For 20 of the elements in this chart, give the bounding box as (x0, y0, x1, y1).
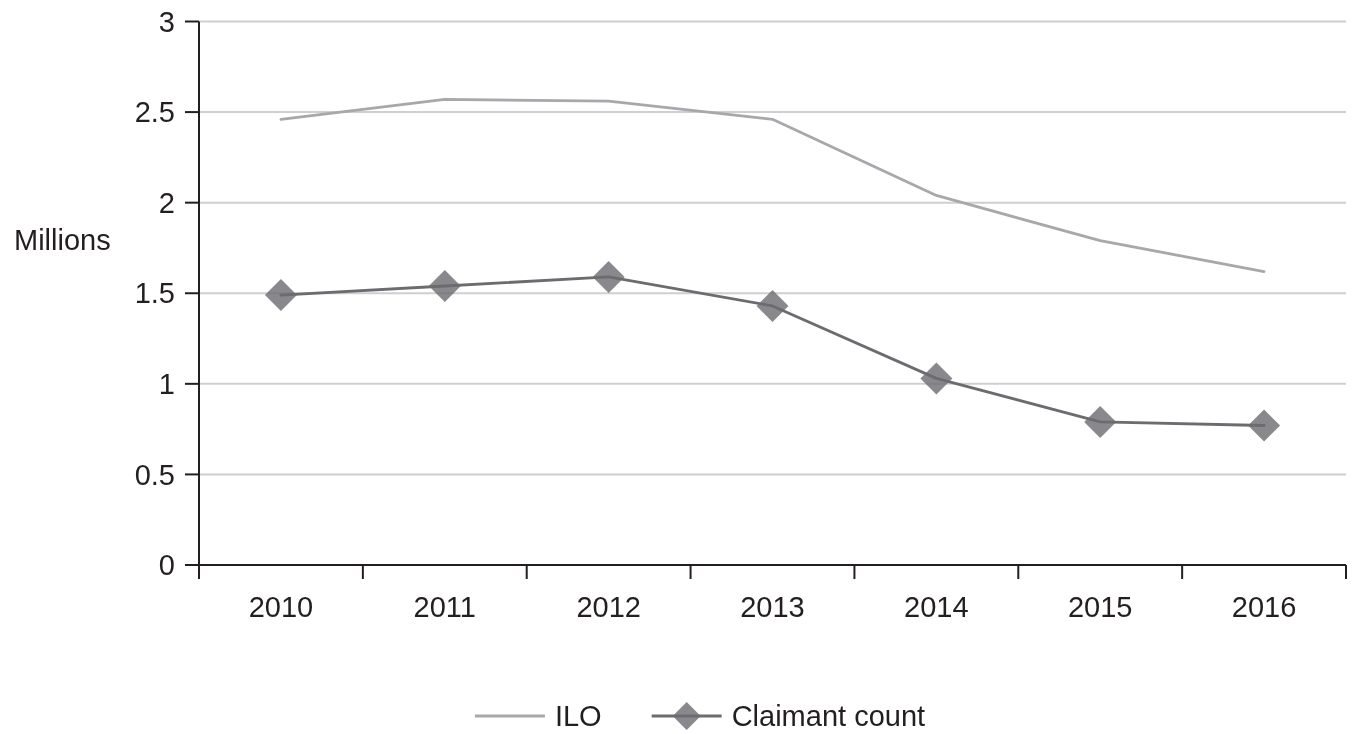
y-tick-label: 2.5 (134, 96, 175, 129)
point (1248, 409, 1281, 442)
point (264, 279, 297, 312)
x-tick-label: 2015 (1067, 591, 1133, 624)
y-tick-label: 1 (158, 367, 175, 400)
y-tick-label: 0.5 (134, 458, 175, 491)
line-series (279, 98, 1266, 273)
x-tick-label: 2013 (740, 591, 805, 624)
legend-label: Claimant count (731, 700, 926, 733)
x-tick-label: 2012 (576, 591, 641, 624)
y-tick-label: 3 (158, 5, 175, 38)
y-tick-label: 2 (158, 186, 175, 219)
legend-label: ILO (554, 700, 602, 733)
y-tick-label: 1.5 (134, 277, 175, 310)
x-tick-label: 2016 (1231, 591, 1297, 624)
y-axis-title: Millions (14, 224, 111, 257)
x-tick-label: 2014 (904, 591, 969, 624)
x-tick-label: 2011 (413, 591, 476, 624)
y-tick-label: 0 (158, 549, 175, 582)
x-tick-label: 2010 (248, 591, 314, 624)
